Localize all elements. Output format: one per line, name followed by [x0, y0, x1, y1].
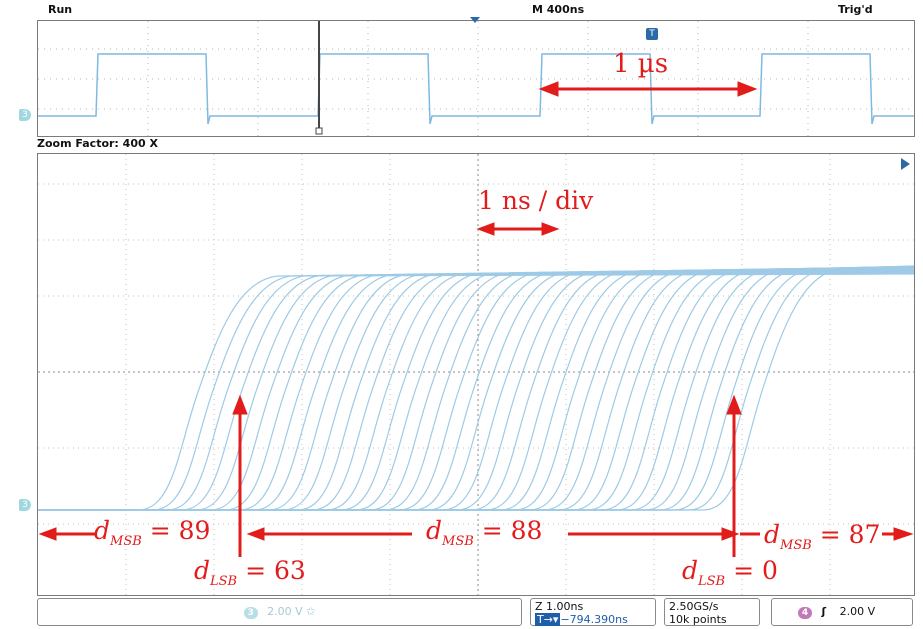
status-bar: Run M 400ns Trig'd — [0, 0, 923, 20]
waveform-traces — [38, 265, 914, 511]
trace-line — [38, 268, 914, 511]
trace-line — [38, 269, 914, 511]
trace-line — [38, 267, 914, 511]
trigger-slope-icon: ʃ — [821, 605, 827, 618]
channel-3-readout[interactable]: 3 2.00 V ✩ — [37, 598, 522, 626]
trace-line — [38, 270, 914, 511]
zoom-factor-label: Zoom Factor: 400 X — [37, 137, 158, 150]
trace-line — [38, 269, 914, 511]
msb-88-annotation: dMSB = 88 — [426, 516, 543, 549]
trace-line — [38, 267, 914, 511]
bandwidth-icon: ✩ — [306, 605, 316, 618]
msb-89-annotation: dMSB = 89 — [94, 516, 211, 549]
record-length: 10k points — [669, 613, 727, 626]
trace-line — [38, 269, 914, 511]
channel-3-marker-icon[interactable]: 3 — [19, 109, 31, 121]
overview-waveform — [38, 21, 914, 136]
lsb-63-annotation: dLSB = 63 — [194, 556, 306, 589]
trace-line — [38, 271, 914, 511]
trace-line — [38, 265, 914, 511]
trace-line — [38, 265, 914, 511]
trace-line — [38, 272, 914, 511]
overview-panel[interactable]: 1 µs — [37, 20, 915, 137]
channel-4-badge: 4 — [798, 607, 812, 619]
trace-line — [38, 273, 914, 511]
trigger-level-icon — [901, 158, 910, 170]
trace-line — [38, 266, 914, 511]
trace-line — [38, 267, 914, 511]
trace-line — [38, 270, 914, 511]
trace-line — [38, 268, 914, 511]
trigger-status: Trig'd — [838, 3, 873, 16]
msb-87-annotation: dMSB = 87 — [764, 520, 881, 553]
trace-line — [38, 270, 914, 511]
trigger-marker-icon: T — [646, 28, 658, 40]
trace-line — [38, 272, 914, 511]
trace-line — [38, 266, 914, 511]
channel-3-zoom-marker-icon[interactable]: 3 — [19, 499, 31, 511]
trace-line — [38, 271, 914, 511]
zoom-div-annotation: 1 ns / div — [478, 186, 594, 215]
sample-rate: 2.50GS/s — [669, 600, 719, 613]
trace-line — [38, 266, 914, 511]
trace-line — [38, 265, 914, 511]
trace-line — [38, 268, 914, 511]
trace-line — [38, 272, 914, 511]
trace-line — [38, 273, 914, 511]
trace-line — [38, 271, 914, 511]
trace-line — [38, 267, 914, 511]
trigger-readout[interactable]: 4 ʃ 2.00 V — [771, 598, 913, 626]
trigger-position-icon — [470, 17, 480, 23]
channel-3-scale: 2.00 V — [267, 605, 303, 618]
trace-line — [38, 272, 914, 511]
trace-line — [38, 270, 914, 511]
trace-line — [38, 266, 914, 511]
run-status: Run — [48, 3, 73, 16]
acquisition-readout[interactable]: 2.50GS/s 10k points — [664, 598, 760, 626]
trace-line — [38, 268, 914, 511]
period-annotation: 1 µs — [613, 49, 669, 79]
zoom-position: −794.390ns — [560, 613, 628, 626]
trace-line — [38, 267, 914, 511]
trace-line — [38, 266, 914, 511]
zoom-scale: Z 1.00ns — [535, 600, 584, 613]
timebase-readout: M 400ns — [532, 3, 585, 16]
zoom-readout[interactable]: Z 1.00ns T→▾ −794.390ns — [530, 598, 656, 626]
channel-3-badge: 3 — [243, 607, 258, 619]
trace-line — [38, 269, 914, 511]
trace-line — [38, 272, 914, 511]
zoom-position-icon: T→▾ — [535, 613, 561, 626]
trace-line — [38, 271, 914, 511]
trigger-level: 2.00 V — [839, 605, 876, 618]
trace-line — [38, 269, 914, 511]
zoom-waveform — [38, 154, 914, 595]
lsb-0-annotation: dLSB = 0 — [682, 556, 778, 589]
trace-line — [38, 271, 914, 511]
trace-line — [38, 270, 914, 511]
zoom-panel[interactable]: 1 ns / div dMSB = 89 dMSB = 88 dMSB = 87… — [37, 153, 915, 596]
trace-line — [38, 268, 914, 511]
